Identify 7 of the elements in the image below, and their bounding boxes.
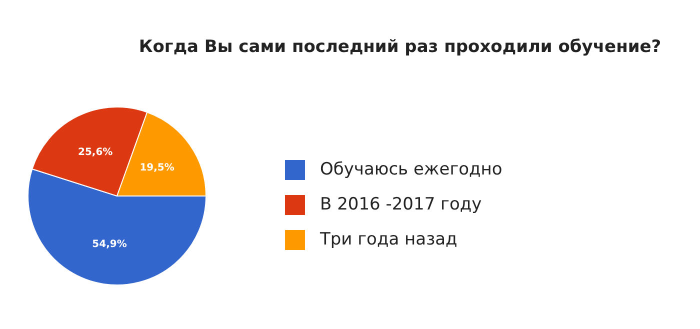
- legend-label: В 2016 -2017 году: [320, 194, 482, 215]
- data-label: 19,5%: [140, 162, 174, 174]
- chart-title: Когда Вы сами последний раз проходили обучение?: [138, 37, 662, 57]
- data-label: 54,9%: [92, 239, 127, 250]
- data-label: 25,6%: [78, 146, 113, 158]
- legend-label: Обучаюсь ежегодно: [320, 160, 502, 180]
- legend-label: Три года назад: [319, 230, 458, 250]
